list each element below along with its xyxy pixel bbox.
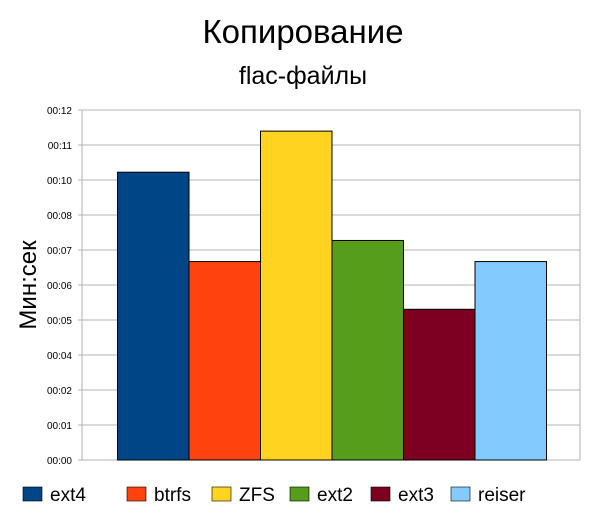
y-tick-label: 00:10 [47, 176, 72, 187]
y-tick-label: 00:05 [47, 316, 72, 327]
legend-item-zfs: ZFS [211, 485, 275, 506]
y-axis-ticks: 00:00 00:01 00:02 00:04 00:05 00:06 00:07 00:08… [47, 106, 72, 467]
legend-label: ext3 [398, 485, 434, 506]
y-axis-label: Мин:сек [15, 240, 42, 330]
legend-item-btrfs: btrfs [126, 485, 191, 506]
y-tick-label: 00:06 [47, 281, 72, 292]
legend-item-ext2: ext2 [289, 485, 353, 506]
legend-label: btrfs [154, 485, 191, 506]
chart-title: Копирование [202, 13, 403, 50]
y-tick-label: 00:08 [47, 211, 72, 222]
legend-swatch [289, 486, 310, 502]
bar-zfs [260, 130, 333, 461]
bar-reiser [474, 261, 547, 461]
bar-ext2 [331, 239, 404, 461]
y-tick-label: 00:04 [47, 351, 72, 362]
y-tick-label: 00:12 [47, 106, 72, 117]
legend-label: ZFS [239, 485, 275, 506]
y-tick-label: 00:11 [48, 141, 73, 152]
bars [117, 130, 547, 461]
legend-label: reiser [478, 485, 526, 506]
y-tick-label: 00:07 [47, 246, 72, 257]
bar-ext3 [403, 308, 476, 461]
legend-item-reiser: reiser [450, 485, 526, 506]
legend-swatch [22, 486, 43, 502]
legend-swatch [126, 486, 147, 502]
legend-item-ext4: ext4 [22, 485, 86, 506]
legend-item-ext3: ext3 [370, 485, 434, 506]
legend-swatch [211, 486, 232, 502]
y-tick-label: 00:02 [47, 386, 72, 397]
bar-btrfs [188, 261, 261, 461]
chart-subtitle: flac-файлы [239, 62, 367, 90]
legend-label: ext2 [317, 485, 353, 506]
legend-label: ext4 [50, 485, 86, 506]
legend: ext4 btrfs ZFS ext2 ext3 reiser [22, 485, 526, 506]
bar-ext4 [117, 171, 190, 461]
legend-swatch [450, 486, 471, 502]
y-tick-label: 00:01 [47, 421, 72, 432]
y-tick-label: 00:00 [47, 456, 72, 467]
legend-swatch [370, 486, 391, 502]
